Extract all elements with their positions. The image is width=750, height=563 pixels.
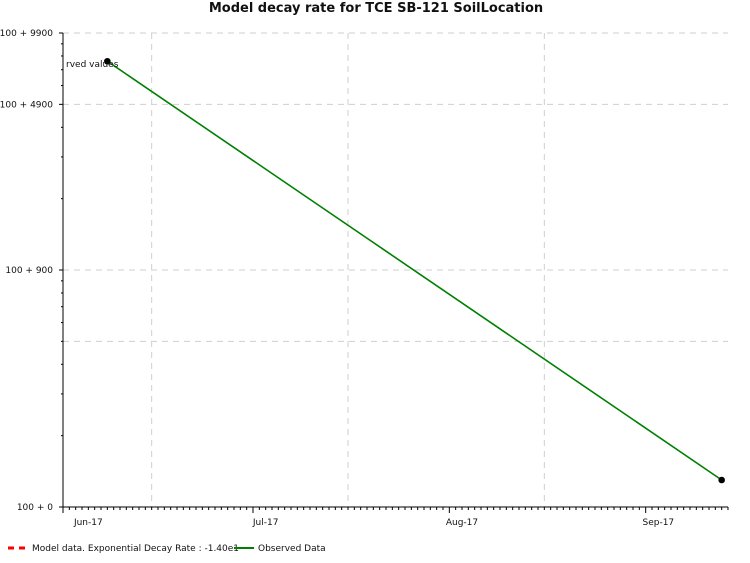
legend-model-label: Model data. Exponential Decay Rate : -1.… (32, 544, 239, 554)
observed-values-annotation: rved values (66, 60, 119, 70)
y-tick-label-1: 100 + 900 (5, 266, 53, 276)
series-layer (104, 57, 725, 484)
data-point-0-1 (718, 476, 725, 484)
y-tick-label-3: 100 + 9900 (0, 29, 53, 39)
x-tick-label-2: Aug-17 (446, 518, 478, 528)
data-point-0-0 (104, 57, 111, 65)
x-tick-label-1: Jul-17 (252, 518, 279, 528)
chart-title: Model decay rate for TCE SB-121 SoilLoca… (209, 1, 543, 16)
y-tick-label-0: 100 + 0 (17, 503, 53, 513)
series-line-0 (106, 60, 723, 481)
y-tick-label-2: 100 + 4900 (0, 100, 53, 110)
legend-observed-label: Observed Data (258, 544, 326, 554)
x-tick-label-3: Sep-17 (642, 518, 674, 528)
legend: Model data. Exponential Decay Rate : -1.… (8, 544, 326, 554)
grid (63, 32, 728, 507)
axes: 100 + 0 100 + 900 100 + 4900 100 + 9900 Jun-… (0, 29, 729, 528)
x-tick-label-0: Jun-17 (73, 518, 103, 528)
